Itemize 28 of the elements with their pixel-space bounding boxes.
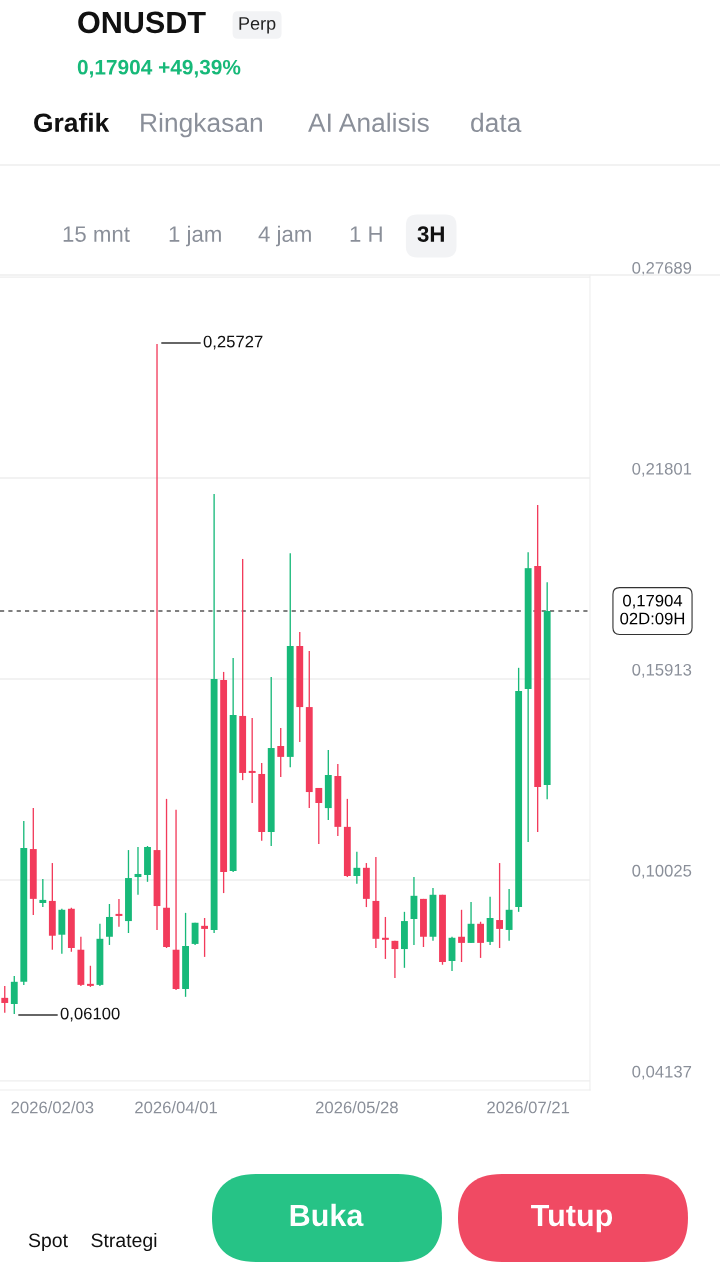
x-tick-label: 2026/04/01	[135, 1101, 217, 1114]
y-tick-label: 0,10025	[632, 864, 692, 879]
text: Ringkasan	[141, 112, 262, 138]
text: 1 jam	[169, 225, 221, 247]
x-tick-label: 2026/02/03	[11, 1101, 94, 1114]
text: data	[471, 112, 522, 133]
chart-subtitle: 0,17904 +49,39%	[77, 59, 241, 78]
y-tick-label: 0,21801	[632, 462, 692, 477]
x-tick-label: 2026/05/28	[315, 1101, 398, 1114]
text: Tutup	[531, 1204, 613, 1233]
text: Buka	[290, 1203, 364, 1227]
y-tick-label: 0,04137	[632, 1065, 692, 1080]
text: Grafik	[34, 112, 110, 133]
text: 15 mnt	[63, 226, 130, 242]
text: 1 H	[350, 226, 382, 242]
text: 4 jam	[258, 225, 311, 247]
text: Strategi	[91, 1232, 157, 1252]
text: 3H	[417, 226, 444, 242]
chart-title: ONUSDT	[78, 11, 206, 34]
y-tick-label: 0,27689	[632, 261, 692, 276]
ref-line-label: 0,17904 02D:09H	[620, 594, 685, 625]
text: Perp	[239, 17, 276, 34]
annotation: 0,25727	[203, 335, 263, 350]
text: AI Analisis	[308, 112, 429, 133]
y-tick-label: 0,15913	[632, 663, 692, 678]
text: Spot	[28, 1233, 68, 1252]
annotation: 0,06100	[60, 1007, 120, 1022]
x-tick-label: 2026/07/21	[487, 1101, 570, 1114]
